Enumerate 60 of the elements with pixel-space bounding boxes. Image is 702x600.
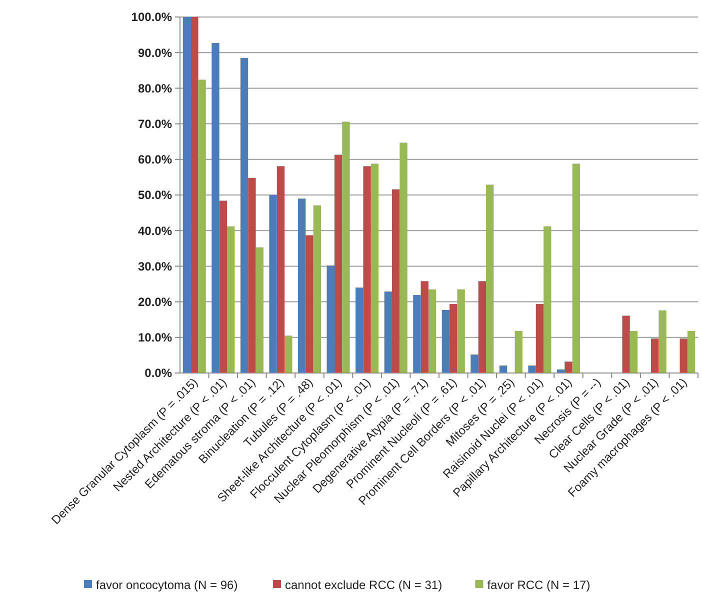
y-tick-label: 40.0% [138,224,172,238]
bar [428,289,436,373]
bar [384,291,392,373]
bar [212,42,220,373]
bar [269,195,277,373]
bar [326,265,334,373]
bar [499,366,508,373]
bar [630,330,638,373]
bar [240,58,248,373]
bar [400,142,408,373]
bar [528,366,536,373]
y-tick-label: 90.0% [138,46,172,60]
bar [334,154,342,373]
bar [658,310,666,373]
bar [256,247,264,373]
bar [457,289,465,373]
y-tick-label: 50.0% [138,188,172,202]
bar [687,330,696,373]
y-tick-label: 0.0% [144,366,172,380]
bar [248,178,256,373]
bar [478,281,486,373]
y-tick-label: 70.0% [138,117,172,131]
bar [198,80,206,373]
y-tick-label: 80.0% [138,81,172,96]
y-tick-label: 10.0% [138,330,172,345]
bar [486,184,494,373]
bar [514,330,522,373]
bar [370,164,379,373]
bar [190,17,198,373]
bar [544,226,552,373]
bar [284,336,292,373]
bar [442,310,450,373]
bar [392,189,400,373]
bar [219,200,228,373]
bar [227,226,235,373]
bar [356,288,364,373]
y-tick-label: 20.0% [138,295,172,309]
bar [470,354,478,373]
bar [450,304,458,373]
legend-label: cannot exclude RCC (N = 31) [285,578,442,592]
bar [680,338,688,373]
bar [650,338,659,373]
bar [313,205,322,373]
bar [420,281,428,373]
bar [276,166,285,373]
bar [536,304,544,373]
bar [342,122,350,373]
y-tick-label: 100.0% [131,10,172,24]
y-tick-label: 30.0% [138,259,172,274]
bar [306,235,314,373]
bar [413,295,421,373]
legend-label: favor oncocytoma (N = 96) [96,578,238,592]
bar [363,166,371,373]
y-tick-label: 60.0% [138,152,172,167]
bar [564,362,572,373]
bar [622,316,630,373]
bar [182,17,191,373]
bar [572,164,580,373]
bar [298,198,306,373]
legend-label: favor RCC (N = 17) [487,578,590,592]
